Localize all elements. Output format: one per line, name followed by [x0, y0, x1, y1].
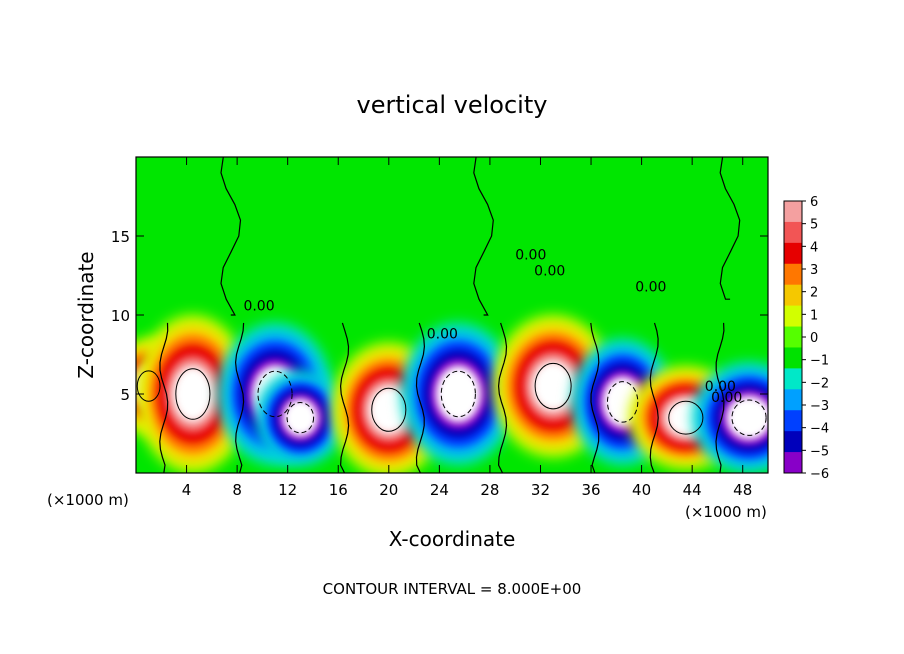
zero-contour	[220, 157, 242, 316]
x-axis-label: X-coordinate	[389, 527, 516, 551]
contour-label: 0.00	[427, 327, 458, 343]
colorbar-label: 0	[810, 331, 818, 346]
contour-label: 0.00	[711, 390, 742, 406]
x-tick-label: 32	[531, 481, 550, 499]
colorbar-swatch	[784, 221, 802, 244]
zero-contour	[415, 322, 426, 473]
colorbar-label: 1	[810, 308, 818, 323]
contour-line	[136, 370, 161, 402]
x-unit-left: (×1000 m)	[47, 491, 129, 509]
colorbar-label: 2	[810, 286, 818, 301]
contour-line	[371, 387, 407, 432]
plot-area: 0.000.000.000.000.000.000.00	[136, 157, 768, 473]
y-axis: 5 10 15	[111, 228, 768, 404]
zero-contour	[719, 157, 741, 300]
contour-line	[440, 370, 476, 418]
colorbar: 6 5 4 3 2 1 0 −1 −2 −3 −4 −5 −6	[783, 195, 829, 482]
colorbar-label: 3	[810, 263, 818, 278]
velocity-cell	[256, 370, 345, 466]
x-axis: 4 8 12 16 20 24 28 32 36 40 44 48	[182, 157, 752, 499]
colorbar-label: 6	[810, 195, 818, 210]
zero-contour	[715, 322, 725, 473]
colorbar-swatch	[784, 347, 802, 369]
contour-line	[534, 362, 572, 410]
colorbar-swatch	[784, 368, 802, 390]
colorbar-label: −2	[810, 376, 829, 391]
zero-contour	[339, 322, 350, 473]
colorbar-swatch	[784, 431, 802, 453]
colorbar-swatch	[784, 452, 802, 474]
colorbar-swatch	[784, 263, 802, 286]
colorbar-swatch	[784, 410, 802, 432]
contour-label: 0.00	[515, 248, 546, 264]
colorbar-label: −5	[810, 444, 829, 459]
zero-contour	[159, 322, 169, 473]
colorbar-swatch	[784, 201, 802, 223]
y-tick-label: 10	[111, 307, 130, 325]
contour-label: 0.00	[243, 298, 274, 314]
x-tick-label: 44	[683, 481, 702, 499]
zero-contour	[234, 322, 245, 473]
x-tick-label: 36	[581, 481, 600, 499]
x-tick-label: 28	[480, 481, 499, 499]
colorbar-label: −1	[810, 354, 829, 369]
zero-contour	[649, 322, 659, 473]
x-tick-label: 20	[379, 481, 398, 499]
contour-line	[175, 368, 211, 420]
contour-label: 0.00	[705, 379, 736, 395]
velocity-cell	[692, 362, 768, 473]
contour-line	[606, 381, 639, 423]
x-tick-label: 40	[632, 481, 651, 499]
chart-title: vertical velocity	[357, 91, 548, 119]
colorbar-label: 5	[810, 218, 818, 233]
contour-line	[668, 400, 704, 435]
zero-contour	[473, 157, 494, 316]
colorbar-label: −6	[810, 467, 829, 482]
colorbar-swatch	[784, 326, 802, 348]
x-unit-right: (×1000 m)	[685, 503, 767, 521]
velocity-field	[136, 315, 768, 473]
contour-interval-footer: CONTOUR INTERVAL = 8.000E+00	[323, 580, 582, 598]
x-tick-label: 8	[232, 481, 242, 499]
zero-contour	[590, 322, 600, 473]
x-tick-label: 12	[278, 481, 297, 499]
contour-line	[731, 399, 767, 436]
contour-line	[257, 370, 293, 418]
colorbar-swatch	[784, 242, 802, 265]
x-tick-label: 16	[329, 481, 348, 499]
contour-label: 0.00	[534, 264, 565, 280]
x-tick-label: 24	[430, 481, 449, 499]
x-tick-label: 48	[733, 481, 752, 499]
colorbar-label: −3	[810, 399, 829, 414]
colorbar-swatch	[784, 389, 802, 411]
y-tick-label: 15	[111, 228, 130, 246]
colorbar-swatch	[784, 284, 802, 307]
velocity-cell	[136, 315, 250, 473]
x-tick-label: 4	[182, 481, 192, 499]
contour-lines: 0.000.000.000.000.000.000.00	[136, 157, 767, 473]
colorbar-label: 4	[810, 240, 818, 255]
contour-label: 0.00	[635, 279, 666, 295]
y-axis-label: Z-coordinate	[74, 251, 98, 378]
colorbar-label: −4	[810, 422, 829, 437]
contour-line	[286, 402, 315, 434]
zero-contour	[497, 322, 508, 473]
velocity-cell	[401, 322, 516, 466]
y-tick-label: 5	[120, 386, 130, 404]
colorbar-swatch	[784, 305, 802, 328]
